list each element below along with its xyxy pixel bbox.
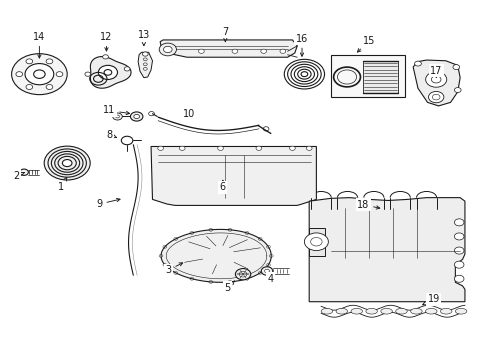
Text: 16: 16: [295, 34, 307, 56]
Text: 15: 15: [357, 36, 374, 52]
Ellipse shape: [425, 309, 436, 314]
Polygon shape: [160, 40, 297, 57]
Circle shape: [452, 65, 459, 69]
Circle shape: [427, 91, 443, 103]
Polygon shape: [151, 147, 316, 206]
Text: 11: 11: [103, 105, 129, 116]
Text: 8: 8: [106, 130, 117, 140]
Circle shape: [20, 169, 28, 175]
Circle shape: [25, 64, 54, 85]
Circle shape: [46, 85, 53, 90]
Circle shape: [16, 72, 22, 77]
Circle shape: [34, 70, 45, 78]
Circle shape: [159, 43, 176, 56]
Polygon shape: [363, 62, 397, 93]
Circle shape: [12, 54, 67, 95]
Circle shape: [430, 76, 440, 83]
Circle shape: [431, 94, 439, 100]
Circle shape: [453, 261, 463, 268]
Circle shape: [98, 66, 117, 80]
Circle shape: [169, 49, 175, 53]
Circle shape: [26, 85, 33, 90]
Text: 7: 7: [222, 27, 228, 41]
Circle shape: [301, 72, 307, 77]
Circle shape: [115, 115, 119, 118]
Ellipse shape: [395, 309, 407, 314]
Circle shape: [56, 72, 63, 77]
Circle shape: [142, 52, 148, 56]
Text: 14: 14: [33, 32, 45, 58]
Polygon shape: [412, 60, 459, 106]
Text: 2: 2: [14, 171, 24, 181]
Circle shape: [453, 275, 463, 282]
Polygon shape: [90, 57, 131, 88]
Circle shape: [26, 59, 33, 64]
Ellipse shape: [440, 309, 451, 314]
Text: 1: 1: [58, 177, 66, 192]
Text: 9: 9: [97, 198, 120, 209]
Circle shape: [158, 146, 163, 150]
Circle shape: [239, 271, 246, 277]
Circle shape: [289, 146, 295, 150]
Text: 3: 3: [165, 263, 183, 275]
Circle shape: [130, 112, 142, 121]
Circle shape: [280, 49, 285, 53]
Text: 5: 5: [224, 281, 234, 293]
Polygon shape: [308, 198, 464, 302]
Circle shape: [232, 49, 237, 53]
Bar: [330, 55, 404, 97]
Text: 10: 10: [183, 109, 195, 119]
Circle shape: [85, 72, 90, 76]
Ellipse shape: [335, 309, 347, 314]
Circle shape: [256, 146, 261, 150]
Circle shape: [425, 72, 446, 87]
Circle shape: [453, 233, 463, 240]
Circle shape: [414, 61, 421, 66]
Circle shape: [453, 219, 463, 226]
Circle shape: [305, 146, 311, 150]
Circle shape: [104, 69, 112, 75]
Circle shape: [44, 146, 90, 180]
Ellipse shape: [365, 309, 377, 314]
Polygon shape: [138, 52, 152, 78]
Circle shape: [163, 46, 172, 53]
Circle shape: [46, 59, 53, 64]
Circle shape: [235, 269, 250, 280]
Text: 17: 17: [429, 66, 442, 77]
Ellipse shape: [321, 309, 332, 314]
Circle shape: [260, 49, 266, 53]
Text: 6: 6: [220, 180, 225, 192]
Circle shape: [453, 247, 463, 254]
Circle shape: [102, 55, 108, 59]
Circle shape: [134, 114, 139, 118]
Ellipse shape: [350, 309, 362, 314]
Ellipse shape: [380, 309, 391, 314]
Circle shape: [304, 233, 328, 251]
Circle shape: [453, 87, 460, 93]
Text: 12: 12: [100, 32, 112, 51]
Text: 19: 19: [422, 294, 439, 305]
Circle shape: [62, 159, 72, 167]
Text: 18: 18: [357, 200, 379, 210]
Text: 4: 4: [267, 272, 273, 284]
Circle shape: [179, 146, 184, 150]
Circle shape: [217, 146, 223, 150]
Circle shape: [112, 113, 122, 120]
Ellipse shape: [410, 309, 421, 314]
Polygon shape: [308, 228, 325, 256]
Ellipse shape: [454, 309, 466, 314]
Polygon shape: [161, 229, 271, 282]
Circle shape: [261, 267, 272, 275]
Circle shape: [198, 49, 204, 53]
Circle shape: [124, 67, 130, 71]
Circle shape: [264, 269, 269, 273]
Text: 13: 13: [138, 30, 150, 46]
